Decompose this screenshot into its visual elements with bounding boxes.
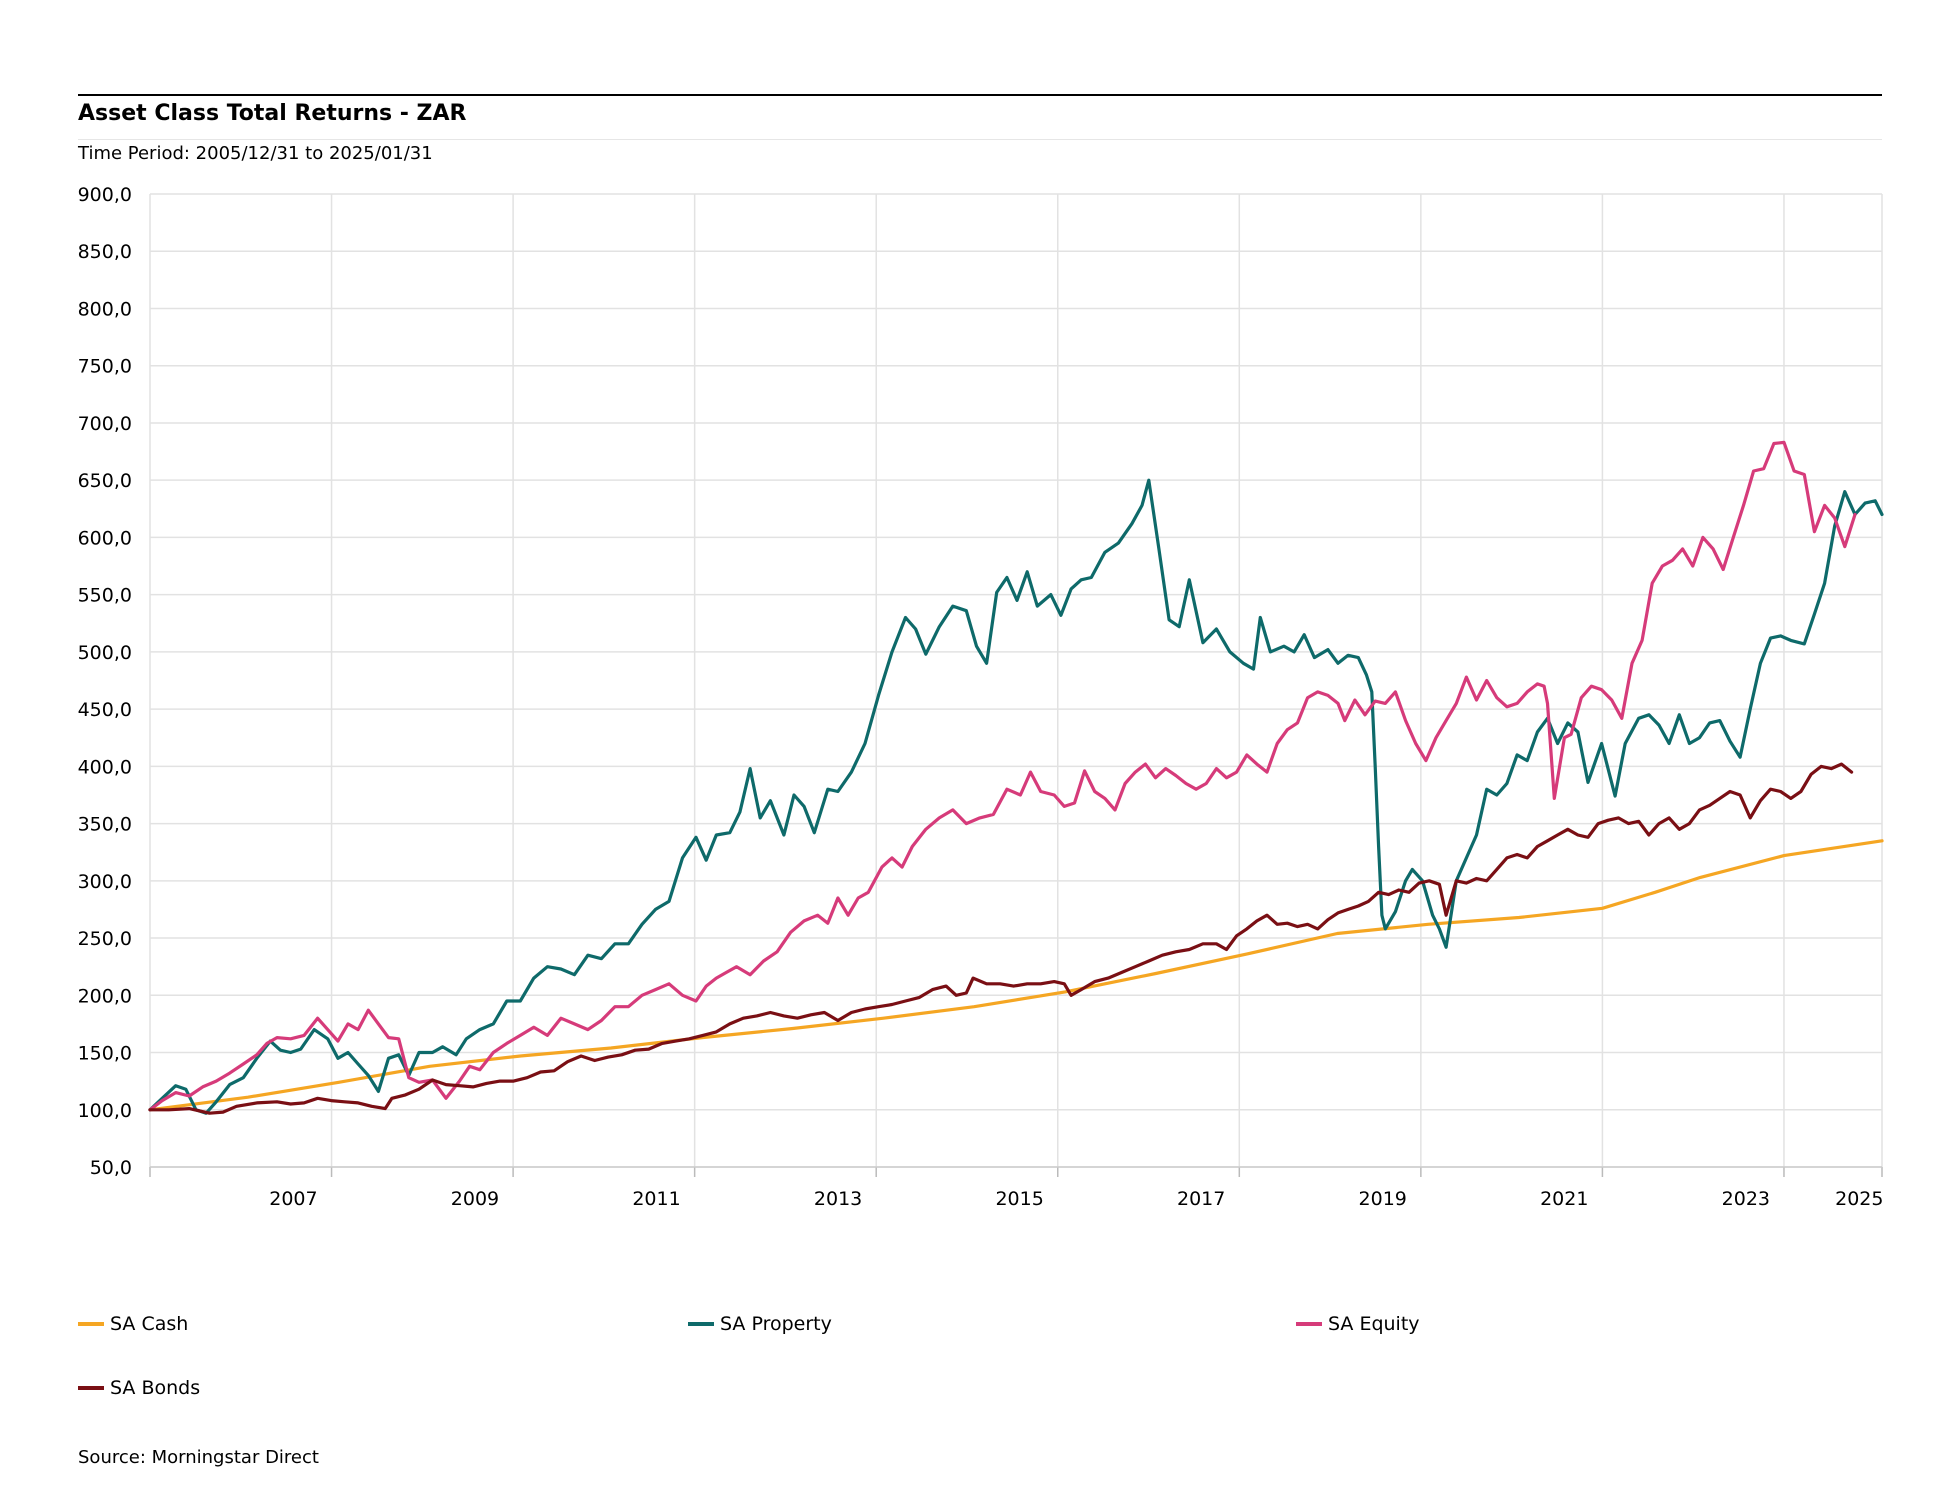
x-tick-label: 2015 [995, 1188, 1043, 1210]
y-tick-label: 300,0 [78, 871, 132, 893]
source-note: Source: Morningstar Direct [78, 1447, 319, 1468]
series-line-sa-equity [148, 440, 1857, 1112]
title-rule [78, 139, 1882, 140]
y-tick-label: 550,0 [78, 585, 132, 607]
y-tick-label: 350,0 [78, 814, 132, 836]
grid [149, 193, 1883, 1168]
x-tick-label: 2019 [1359, 1188, 1407, 1210]
y-tick-label: 850,0 [78, 241, 132, 263]
series-line-sa-cash [148, 839, 1884, 1112]
axes: 50,0 100,0 150,0 200,0 250,0 300,0 350,0 400,0 4… [78, 184, 1884, 1210]
chart-subtitle: Time Period: 2005/12/31 to 2025/01/31 [78, 143, 433, 164]
y-tick-label: 100,0 [78, 1100, 132, 1122]
y-tick-label: 650,0 [78, 470, 132, 492]
chart-title: Asset Class Total Returns - ZAR [78, 101, 467, 126]
x-tick-label: 2017 [1177, 1188, 1225, 1210]
x-tick-label: 2007 [269, 1188, 317, 1210]
y-tick-label: 800,0 [78, 298, 132, 320]
y-tick-label: 500,0 [78, 642, 132, 664]
x-tick-label: 2011 [632, 1188, 680, 1210]
top-rule [78, 94, 1882, 96]
x-tick-label: 2021 [1540, 1188, 1588, 1210]
x-tick-label: 2009 [451, 1188, 499, 1210]
series-line-sa-bonds [148, 762, 1854, 1115]
y-tick-label: 50,0 [90, 1157, 132, 1179]
series [148, 440, 1884, 1115]
y-tick-label: 200,0 [78, 985, 132, 1007]
y-tick-label: 700,0 [78, 413, 132, 435]
y-tick-label: 600,0 [78, 527, 132, 549]
series-line-sa-property [148, 478, 1884, 1115]
x-tick-label: 2025 [1835, 1188, 1883, 1210]
y-tick-label: 250,0 [78, 928, 132, 950]
y-tick-label: 400,0 [78, 756, 132, 778]
x-tick-label: 2023 [1722, 1188, 1770, 1210]
y-tick-label: 150,0 [78, 1043, 132, 1065]
x-tick-label: 2013 [814, 1188, 862, 1210]
y-tick-label: 450,0 [78, 699, 132, 721]
y-tick-label: 900,0 [78, 184, 132, 206]
y-tick-label: 750,0 [78, 356, 132, 378]
